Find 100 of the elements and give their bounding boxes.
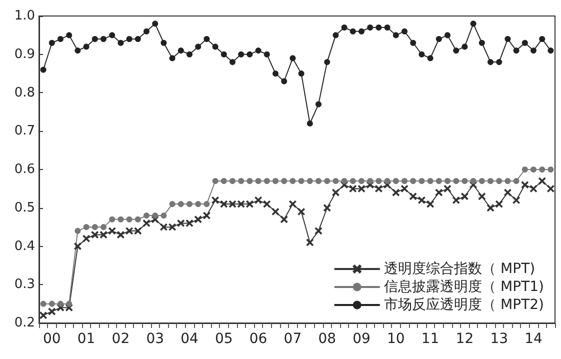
point (255, 48, 262, 54)
x-tick-label: 12 (456, 331, 474, 347)
point (272, 178, 278, 184)
point (478, 178, 485, 184)
point (349, 185, 356, 192)
point (144, 212, 150, 219)
point (341, 178, 348, 184)
point (426, 200, 434, 208)
point (246, 51, 253, 58)
point (324, 204, 331, 212)
point (367, 178, 374, 184)
point (186, 220, 193, 227)
point (453, 178, 460, 184)
point (118, 40, 124, 46)
point (418, 178, 425, 184)
point (530, 48, 536, 54)
point (186, 201, 192, 208)
y-tick-label: 0.4 (14, 238, 35, 254)
x-tick-label: 03 (146, 331, 164, 347)
point (212, 196, 219, 204)
point (418, 51, 425, 58)
point (290, 178, 296, 184)
point (427, 178, 434, 184)
point (40, 66, 46, 73)
point (126, 227, 133, 234)
point (91, 231, 98, 238)
point (298, 70, 304, 77)
y-tick-label: 0.3 (14, 277, 35, 292)
point (513, 178, 520, 184)
point (238, 200, 245, 208)
legend-label: 透明度综合指数（ MPT) (384, 261, 536, 277)
point (452, 196, 460, 204)
point (58, 36, 64, 42)
point (144, 28, 150, 34)
point (496, 59, 502, 66)
point (358, 178, 364, 184)
x-tick-label: 13 (490, 331, 508, 347)
point (246, 178, 253, 184)
point (134, 216, 141, 222)
point (100, 231, 107, 238)
point (418, 196, 426, 204)
point (82, 235, 90, 242)
point (195, 44, 202, 50)
point (195, 201, 202, 208)
point (92, 36, 98, 42)
point (230, 59, 236, 66)
point (109, 216, 116, 222)
legend-label: 市场反应透明度（ MPT2) (384, 297, 544, 313)
point (134, 36, 141, 42)
point (436, 36, 442, 42)
point (220, 51, 227, 58)
y-tick-label: 0.2 (14, 316, 35, 330)
x-tick-label: 06 (249, 331, 268, 347)
point (306, 238, 314, 246)
point (264, 51, 270, 58)
point (462, 178, 468, 184)
point (547, 185, 554, 192)
point (435, 189, 442, 196)
point (117, 231, 124, 238)
point (316, 178, 322, 184)
point (160, 40, 167, 46)
point (538, 178, 546, 185)
point (470, 178, 476, 184)
point (315, 227, 322, 234)
point (539, 166, 546, 172)
point (470, 20, 476, 27)
x-tick-label: 11 (421, 331, 440, 347)
point (264, 178, 270, 184)
point (281, 178, 288, 184)
point (298, 208, 305, 216)
point (332, 32, 339, 38)
point (272, 208, 279, 216)
point (548, 48, 554, 54)
point (306, 178, 313, 184)
point (410, 40, 416, 46)
y-tick-label: 0.8 (14, 85, 35, 100)
point (108, 227, 116, 234)
point (332, 178, 339, 184)
point (177, 220, 184, 227)
point (100, 224, 106, 230)
point (152, 20, 158, 27)
point (280, 216, 288, 223)
x-tick-label: 07 (284, 331, 302, 347)
x-tick-label: 08 (318, 331, 336, 347)
point (66, 300, 72, 307)
point (178, 201, 184, 208)
point (178, 48, 184, 54)
point (504, 178, 511, 184)
point (74, 48, 81, 54)
point (134, 227, 142, 234)
point (462, 44, 468, 50)
point (444, 178, 450, 184)
point (281, 78, 288, 84)
point (186, 51, 192, 58)
x-tick-label: 00 (42, 331, 61, 347)
point (488, 59, 494, 66)
point (160, 212, 167, 219)
point (118, 216, 124, 222)
x-tick-label: 09 (352, 331, 370, 347)
point (522, 40, 528, 46)
